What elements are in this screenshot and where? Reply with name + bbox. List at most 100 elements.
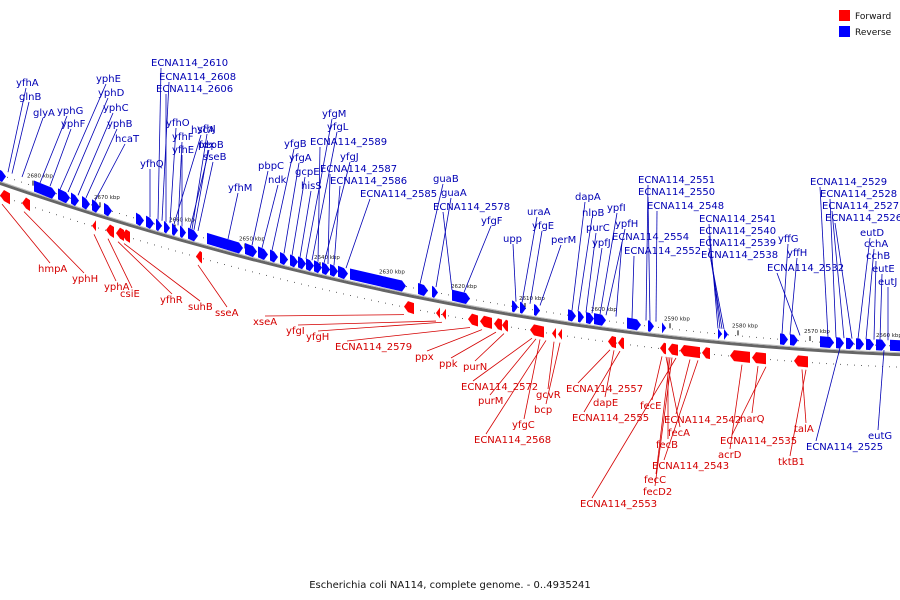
minor-tick — [378, 301, 379, 303]
reverse-gene-leader — [879, 273, 883, 340]
minor-tick — [651, 347, 652, 349]
genome-backbone-highlight — [0, 180, 900, 354]
minor-tick — [70, 218, 71, 220]
forward-gene-leader — [264, 314, 405, 317]
forward-gene-leader — [472, 337, 533, 382]
reverse-gene-leader — [227, 192, 239, 240]
minor-tick — [287, 280, 288, 282]
forward-gene-label: yfgH — [306, 332, 329, 343]
forward-gene-arrow — [116, 227, 124, 242]
reverse-gene-arrow — [298, 256, 306, 270]
minor-tick — [854, 343, 855, 345]
reverse-gene-arrow — [146, 215, 154, 229]
reverse-gene-label: yphB — [107, 119, 133, 130]
forward-gene-leader — [23, 211, 85, 274]
minor-tick — [98, 227, 99, 229]
forward-gene-leader — [123, 243, 201, 302]
minor-tick — [273, 276, 274, 278]
minor-tick — [14, 200, 15, 202]
reverse-gene-arrow — [418, 282, 428, 296]
minor-tick — [441, 314, 442, 316]
minor-tick — [7, 176, 8, 178]
minor-tick — [406, 286, 407, 288]
minor-tick — [133, 217, 134, 219]
reverse-gene-arrow — [172, 223, 178, 236]
reverse-gene-label: sseB — [203, 152, 227, 163]
reverse-gene-arrow — [71, 192, 79, 207]
reverse-gene-leader — [529, 230, 543, 304]
forward-gene-arrow — [608, 336, 616, 349]
minor-tick — [252, 271, 253, 273]
minor-tick — [154, 223, 155, 225]
minor-tick — [126, 215, 127, 217]
minor-tick — [329, 290, 330, 292]
minor-tick — [364, 298, 365, 300]
reverse-gene-label: yfhE — [172, 145, 194, 156]
forward-gene-label: ECNA114_2543 — [652, 461, 729, 472]
reverse-gene-leader — [877, 350, 885, 431]
reverse-gene-arrow — [718, 327, 722, 340]
tick-label: 2580 kbp — [732, 323, 758, 329]
reverse-gene-leader — [615, 241, 623, 317]
minor-tick — [833, 363, 834, 365]
minor-tick — [595, 339, 596, 341]
minor-tick — [875, 344, 876, 346]
minor-tick — [693, 330, 694, 332]
forward-gene-label: xseA — [253, 317, 277, 328]
minor-tick — [70, 197, 71, 199]
reverse-gene-arrow — [156, 218, 162, 232]
reverse-gene-label: upp — [503, 234, 522, 245]
forward-gene-label: yfgI — [286, 326, 305, 337]
reverse-gene-arrow — [452, 289, 470, 304]
minor-tick — [357, 296, 358, 298]
minor-tick — [700, 352, 701, 354]
minor-tick — [462, 318, 463, 320]
reverse-gene-leader — [815, 347, 841, 442]
reverse-gene-arrow — [512, 300, 518, 313]
forward-gene-label: gcvR — [536, 390, 561, 401]
reverse-gene-leader — [94, 143, 126, 201]
reverse-gene-leader — [419, 183, 444, 284]
minor-tick — [21, 181, 22, 183]
forward-gene-leader — [317, 321, 443, 332]
reverse-gene-arrow — [188, 227, 198, 242]
forward-gene-label: ECNA114_2568 — [474, 435, 551, 446]
reverse-gene-arrow — [648, 320, 654, 332]
forward-gene-label: fecB — [656, 440, 678, 451]
reverse-gene-leader — [512, 243, 517, 302]
reverse-gene-arrow — [432, 285, 438, 298]
forward-gene-arrow — [752, 352, 766, 365]
reverse-gene-leader — [599, 212, 618, 315]
tick-label: 2650 kbp — [239, 237, 265, 243]
reverse-gene-leader — [21, 117, 44, 178]
tick-label: 2640 kbp — [314, 255, 340, 261]
minor-tick — [49, 211, 50, 213]
minor-tick — [644, 346, 645, 348]
minor-tick — [385, 302, 386, 304]
forward-gene-label: dapE — [593, 398, 618, 409]
reverse-gene-leader — [776, 272, 801, 336]
minor-tick — [105, 229, 106, 231]
minor-tick — [308, 285, 309, 287]
reverse-gene-label: yfgA — [289, 153, 312, 164]
minor-tick — [511, 326, 512, 328]
reverse-gene-leader — [327, 173, 331, 265]
reverse-gene-leader — [283, 162, 300, 254]
minor-tick — [812, 362, 813, 364]
reverse-gene-leader — [655, 210, 658, 322]
reverse-gene-label: ECNA114_2532 — [767, 263, 844, 274]
forward-gene-arrow — [442, 308, 446, 321]
reverse-gene-leader — [577, 217, 593, 312]
reverse-gene-leader — [831, 210, 845, 339]
reverse-gene-arrow — [0, 169, 6, 183]
minor-tick — [511, 305, 512, 307]
minor-tick — [294, 281, 295, 283]
reverse-gene-label: yfhJ — [197, 124, 216, 135]
minor-tick — [21, 202, 22, 204]
reverse-gene-leader — [311, 131, 338, 261]
forward-gene-arrow — [680, 344, 700, 359]
reverse-gene-leader — [197, 161, 214, 232]
forward-gene-leader — [523, 339, 541, 420]
forward-gene-label: fecC — [644, 475, 666, 486]
minor-tick — [749, 336, 750, 338]
